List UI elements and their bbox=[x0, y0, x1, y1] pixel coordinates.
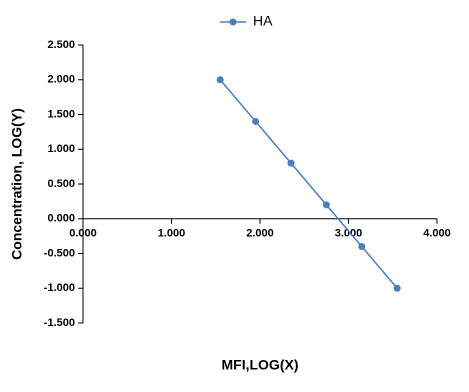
y-tick-label: -1.500 bbox=[44, 317, 75, 329]
y-tick-label: 1.000 bbox=[47, 143, 75, 155]
y-tick-label: 2.500 bbox=[47, 39, 75, 51]
y-tick-label: 0.000 bbox=[47, 213, 75, 225]
data-point bbox=[252, 117, 260, 125]
data-point bbox=[322, 201, 330, 209]
y-axis-title: Concentration, LOG(Y) bbox=[9, 108, 25, 260]
data-point bbox=[358, 243, 366, 251]
x-tick-label: 1.000 bbox=[158, 228, 186, 240]
data-point bbox=[216, 76, 224, 84]
y-tick-label: 1.500 bbox=[47, 108, 75, 120]
data-point bbox=[287, 159, 295, 167]
x-tick-label: 0.000 bbox=[69, 228, 97, 240]
y-tick-label: 2.000 bbox=[47, 74, 75, 86]
series-line bbox=[219, 79, 398, 289]
data-point bbox=[393, 284, 401, 292]
x-tick-label: 3.000 bbox=[335, 228, 363, 240]
legend-marker bbox=[229, 18, 237, 26]
x-tick-label: 4.000 bbox=[423, 228, 451, 240]
y-tick-label: -1.000 bbox=[44, 282, 75, 294]
y-tick-label: 0.500 bbox=[47, 178, 75, 190]
x-axis-title: MFI,LOG(X) bbox=[222, 357, 299, 373]
y-tick-label: -0.500 bbox=[44, 247, 75, 259]
legend-text: HA bbox=[253, 13, 273, 29]
x-tick-label: 2.000 bbox=[246, 228, 274, 240]
